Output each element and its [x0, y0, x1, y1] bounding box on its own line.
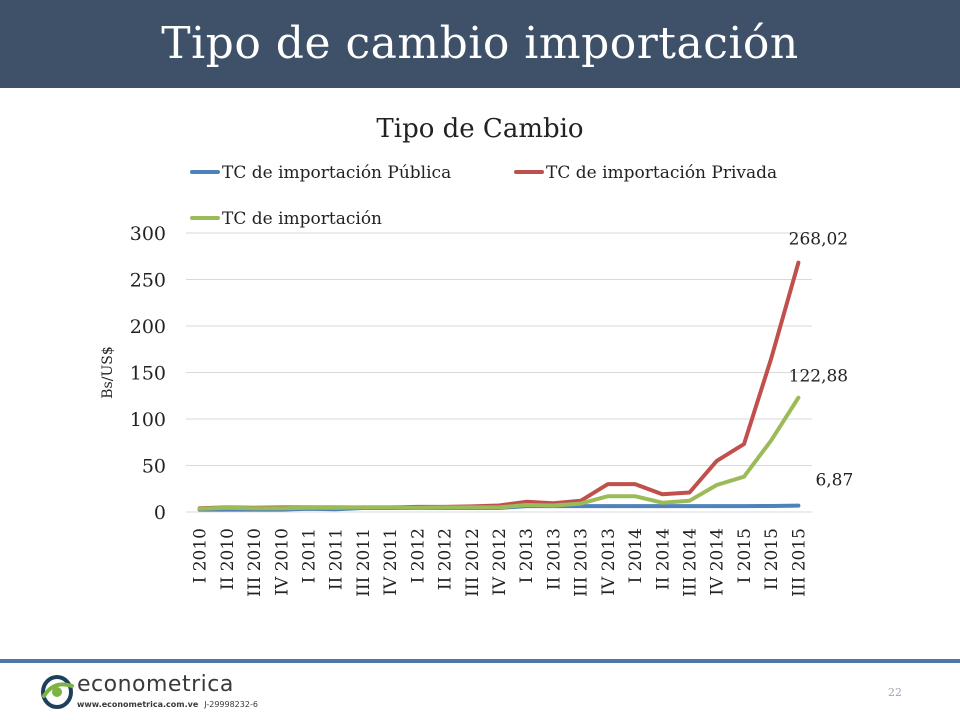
x-tick-label: I 2012: [408, 528, 428, 583]
data-point-s1-16: [607, 505, 609, 507]
data-point-s3-11: [471, 506, 473, 508]
data-point-s2-20: [716, 460, 718, 462]
data-point-s3-21: [743, 476, 745, 478]
x-tick-label: I 2011: [299, 528, 319, 583]
x-tick-label: I 2010: [191, 528, 211, 583]
data-point-s3-10: [444, 506, 446, 508]
x-tick-label: IV 2011: [381, 528, 401, 596]
data-point-s3-7: [362, 506, 364, 508]
legend-label-3: TC de importación: [222, 209, 382, 229]
data-point-s3-3: [253, 507, 255, 509]
data-point-s3-8: [389, 506, 391, 508]
x-tick-label: III 2015: [789, 528, 809, 597]
data-point-s3-20: [716, 484, 718, 486]
data-point-s1-15: [580, 505, 582, 507]
logo-rif: J-29998232-6: [204, 700, 258, 709]
data-point-s2-21: [743, 443, 745, 445]
x-tick-label: IV 2012: [490, 528, 510, 596]
y-tick-label: 300: [130, 223, 166, 245]
x-tick-label: II 2015: [762, 528, 782, 590]
chart-container: Tipo de Cambio TC de importación Pública T…: [0, 88, 960, 658]
data-point-s3-12: [498, 506, 500, 508]
data-point-s3-23: [797, 397, 799, 399]
data-point-s3-2: [226, 507, 228, 509]
x-tick-label: II 2011: [327, 528, 347, 590]
data-point-s2-15: [580, 500, 582, 502]
data-point-s3-19: [689, 500, 691, 502]
x-tick-label: II 2010: [218, 528, 238, 590]
data-point-s3-9: [416, 507, 418, 509]
chart-title: Tipo de Cambio: [376, 114, 583, 144]
x-tick-label: IV 2014: [708, 528, 728, 596]
data-point-s1-21: [743, 505, 745, 507]
data-point-s3-18: [661, 502, 663, 504]
data-point-s1-20: [716, 505, 718, 507]
x-tick-label: I 2015: [735, 528, 755, 583]
data-label-1: 6,87: [815, 471, 853, 491]
footer-divider: [0, 659, 960, 663]
y-tick-label: 50: [142, 456, 166, 478]
x-tick-label: III 2010: [245, 528, 265, 597]
x-tick-label: I 2014: [626, 528, 646, 583]
data-point-s3-6: [335, 507, 337, 509]
data-point-s3-1: [199, 508, 201, 510]
data-point-s2-17: [634, 483, 636, 485]
slide-header: Tipo de cambio importación: [0, 0, 960, 88]
y-tick-label: 200: [130, 316, 166, 338]
series-line-2: [197, 260, 801, 511]
x-tick-label: III 2014: [681, 528, 701, 597]
x-tick-label: III 2013: [572, 528, 592, 597]
data-point-s3-16: [607, 495, 609, 497]
data-label-3: 122,88: [789, 367, 848, 387]
data-point-s2-23: [797, 262, 799, 264]
legend-label-1: TC de importación Pública: [222, 163, 451, 183]
data-point-s3-5: [307, 507, 309, 509]
data-point-s3-14: [552, 504, 554, 506]
logo-name: econometrica: [77, 672, 234, 697]
y-tick-label: 100: [130, 409, 166, 431]
y-tick-label: 0: [154, 502, 166, 524]
data-point-s2-18: [661, 493, 663, 495]
slide-title: Tipo de cambio importación: [161, 18, 799, 69]
data-point-s3-17: [634, 495, 636, 497]
x-tick-label: II 2012: [436, 528, 456, 590]
data-point-s1-17: [634, 505, 636, 507]
data-point-s1-18: [661, 505, 663, 507]
x-tick-label: I 2013: [517, 528, 537, 583]
y-tick-label: 150: [130, 363, 166, 385]
data-point-s3-15: [580, 503, 582, 505]
line-chart: Tipo de Cambio TC de importación Pública T…: [100, 114, 853, 597]
data-point-s1-19: [689, 505, 691, 507]
data-point-s3-4: [280, 507, 282, 509]
x-tick-label: II 2014: [653, 528, 673, 590]
logo-url: www.econometrica.com.ve: [77, 700, 199, 709]
series-line-3: [197, 395, 801, 511]
data-point-s1-22: [770, 505, 772, 507]
x-tick-label: II 2013: [544, 528, 564, 590]
logo-url-line: www.econometrica.com.ve J-29998232-6: [77, 700, 258, 709]
logo-swoosh-icon: [41, 675, 74, 709]
y-axis-label: Bs/US$: [100, 346, 116, 399]
x-tick-label: IV 2013: [599, 528, 619, 596]
data-point-s2-14: [552, 502, 554, 504]
page-number: 22: [888, 686, 902, 699]
data-point-s2-16: [607, 483, 609, 485]
legend-label-2: TC de importación Privada: [546, 163, 777, 183]
data-point-s1-23: [797, 505, 799, 507]
data-point-s2-22: [770, 358, 772, 360]
data-point-s2-13: [525, 501, 527, 503]
data-point-s3-13: [525, 504, 527, 506]
x-tick-label: III 2011: [354, 528, 374, 597]
data-point-s2-19: [689, 491, 691, 493]
data-point-s3-22: [770, 439, 772, 441]
data-label-2: 268,02: [789, 230, 848, 250]
y-tick-label: 250: [130, 270, 166, 292]
x-tick-label: III 2012: [463, 528, 483, 597]
x-tick-label: IV 2010: [272, 528, 292, 596]
econometrica-logo: econometrica www.econometrica.com.ve J-29…: [40, 670, 270, 714]
